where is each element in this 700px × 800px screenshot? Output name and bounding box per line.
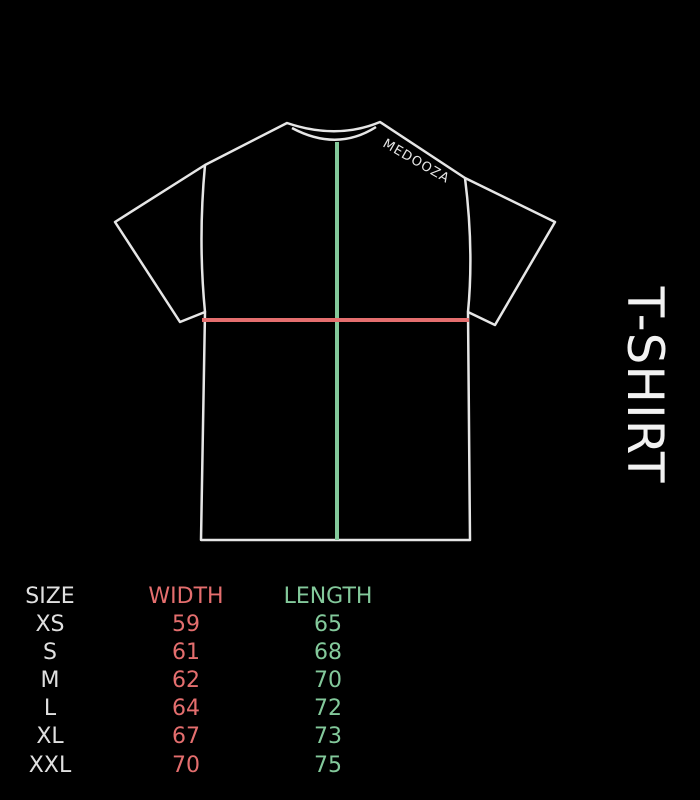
tshirt-outline (113, 120, 557, 542)
size-cell: XXL (28, 753, 72, 778)
length-cell: 72 (314, 696, 342, 721)
length-cell: 70 (314, 668, 342, 693)
length-cell: 75 (314, 753, 342, 778)
table-row: XS 59 65 (0, 611, 420, 639)
right-armhole (463, 177, 472, 313)
length-cell: 73 (314, 724, 342, 749)
length-cell: 68 (314, 640, 342, 665)
width-cell: 61 (172, 640, 200, 665)
size-cell: M (40, 668, 60, 693)
collar-inner (291, 125, 377, 141)
header-width: WIDTH (148, 584, 224, 609)
table-row: L 64 72 (0, 695, 420, 723)
table-row: XL 67 73 (0, 723, 420, 751)
table-row: S 61 68 (0, 639, 420, 667)
garment-title: T-SHIRT (616, 286, 674, 484)
length-cell: 65 (314, 612, 342, 637)
width-cell: 70 (172, 753, 200, 778)
left-armhole (200, 164, 207, 313)
width-cell: 59 (172, 612, 200, 637)
size-cell: S (43, 640, 57, 665)
size-cell: XL (36, 724, 64, 749)
table-row: M 62 70 (0, 667, 420, 695)
size-cell: L (43, 696, 57, 721)
header-length: LENGTH (283, 584, 373, 609)
table-header: SIZE WIDTH LENGTH (0, 583, 420, 611)
width-cell: 64 (172, 696, 200, 721)
table-row: XXL 70 75 (0, 752, 420, 780)
width-cell: 62 (172, 668, 200, 693)
width-cell: 67 (172, 724, 200, 749)
header-size: SIZE (25, 584, 75, 609)
size-cell: XS (35, 612, 65, 637)
